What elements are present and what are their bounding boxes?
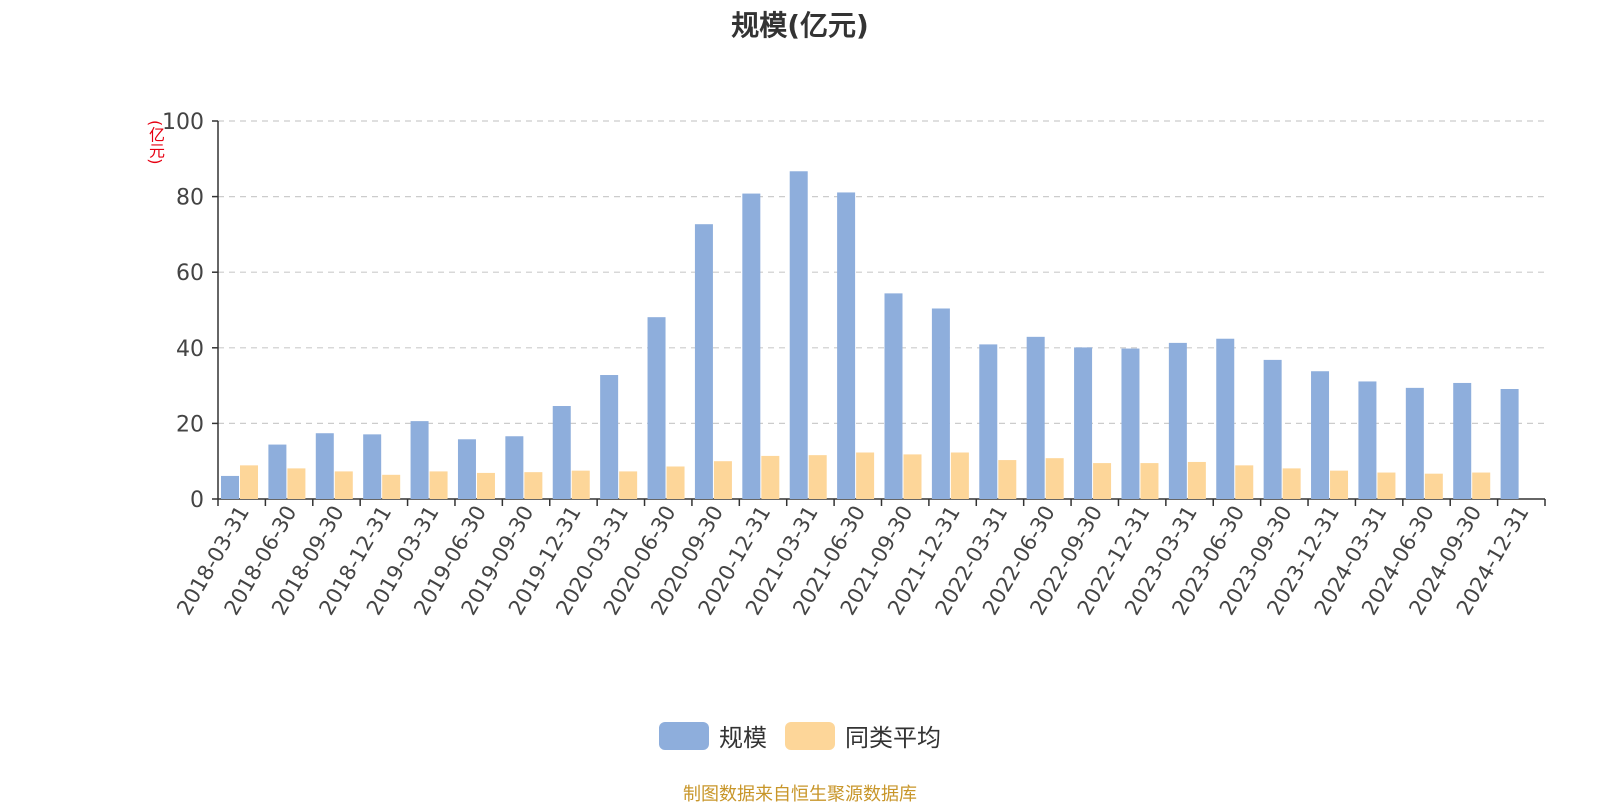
y-tick-label: 0 — [190, 488, 204, 513]
bar-scale — [979, 344, 998, 499]
bar-peer-average — [1377, 472, 1396, 499]
bar-scale — [268, 444, 287, 499]
bar-scale — [1405, 387, 1424, 499]
y-tick-label: 80 — [176, 186, 204, 211]
bar-peer-average — [287, 468, 306, 499]
bar-scale — [1311, 371, 1330, 499]
bar-peer-average — [334, 471, 353, 499]
bar-scale — [315, 433, 334, 499]
bar-peer-average — [429, 471, 448, 499]
bar-scale — [1026, 336, 1045, 499]
bar-scale — [1168, 342, 1187, 499]
bar-scale — [789, 171, 808, 500]
bar-peer-average — [1282, 468, 1301, 499]
chart-title: 规模(亿元) — [731, 9, 869, 42]
bar-scale — [363, 434, 382, 499]
bar-peer-average — [713, 461, 732, 499]
bar-scale — [647, 317, 666, 499]
y-tick-label: 20 — [176, 412, 204, 437]
legend-swatch-peer-average — [785, 721, 835, 750]
bar-scale — [600, 375, 619, 499]
legend-label-scale: 规模 — [719, 724, 767, 752]
bar-peer-average — [666, 466, 685, 499]
bar-scale — [505, 436, 524, 499]
bar-peer-average — [856, 452, 875, 499]
bar-peer-average — [808, 455, 827, 499]
bar-peer-average — [1235, 465, 1254, 499]
bar-peer-average — [619, 471, 638, 499]
bar-peer-average — [998, 460, 1017, 499]
bar-scale — [1121, 348, 1140, 499]
bar-scale — [552, 406, 571, 499]
bar-peer-average — [382, 474, 401, 499]
legend: 规模 同类平均 — [0, 718, 1600, 753]
bar-scale — [1453, 382, 1472, 499]
bar-peer-average — [1472, 472, 1491, 499]
y-tick-label: 40 — [176, 337, 204, 362]
bar-peer-average — [903, 454, 922, 499]
bar-peer-average — [240, 465, 258, 499]
bar-scale — [1074, 347, 1093, 499]
y-axis-unit-label: (亿元) — [146, 120, 165, 165]
legend-item-peer-average[interactable]: 同类平均 — [785, 718, 941, 753]
bar-peer-average — [1330, 470, 1349, 499]
bar-peer-average — [950, 452, 969, 499]
bar-scale — [410, 421, 429, 499]
bar-peer-average — [524, 472, 543, 499]
bar-scale — [884, 293, 903, 499]
bar-peer-average — [571, 470, 590, 499]
legend-swatch-scale — [659, 721, 709, 750]
legend-item-scale[interactable]: 规模 — [659, 718, 767, 753]
bar-scale — [931, 308, 950, 499]
bar-peer-average — [1045, 458, 1064, 499]
bar-scale — [694, 224, 713, 499]
bar-scale — [457, 439, 476, 499]
bar-peer-average — [476, 472, 495, 499]
bar-peer-average — [1140, 463, 1159, 499]
bar-scale — [1358, 381, 1377, 499]
bar-scale — [742, 193, 761, 500]
bar-scale — [1216, 338, 1235, 499]
bar-scale — [1500, 389, 1519, 499]
y-tick-label: 60 — [176, 261, 204, 286]
y-tick-label: 100 — [162, 110, 204, 135]
legend-label-peer-average: 同类平均 — [845, 724, 941, 752]
bar-peer-average — [761, 455, 780, 499]
bar-scale — [221, 475, 239, 499]
bar-scale — [1263, 359, 1282, 499]
bar-peer-average — [1187, 461, 1206, 499]
bar-peer-average — [1093, 463, 1112, 499]
data-source-note: 制图数据来自恒生聚源数据库 — [683, 784, 917, 805]
bar-scale — [837, 192, 856, 499]
bar-peer-average — [1424, 473, 1443, 499]
